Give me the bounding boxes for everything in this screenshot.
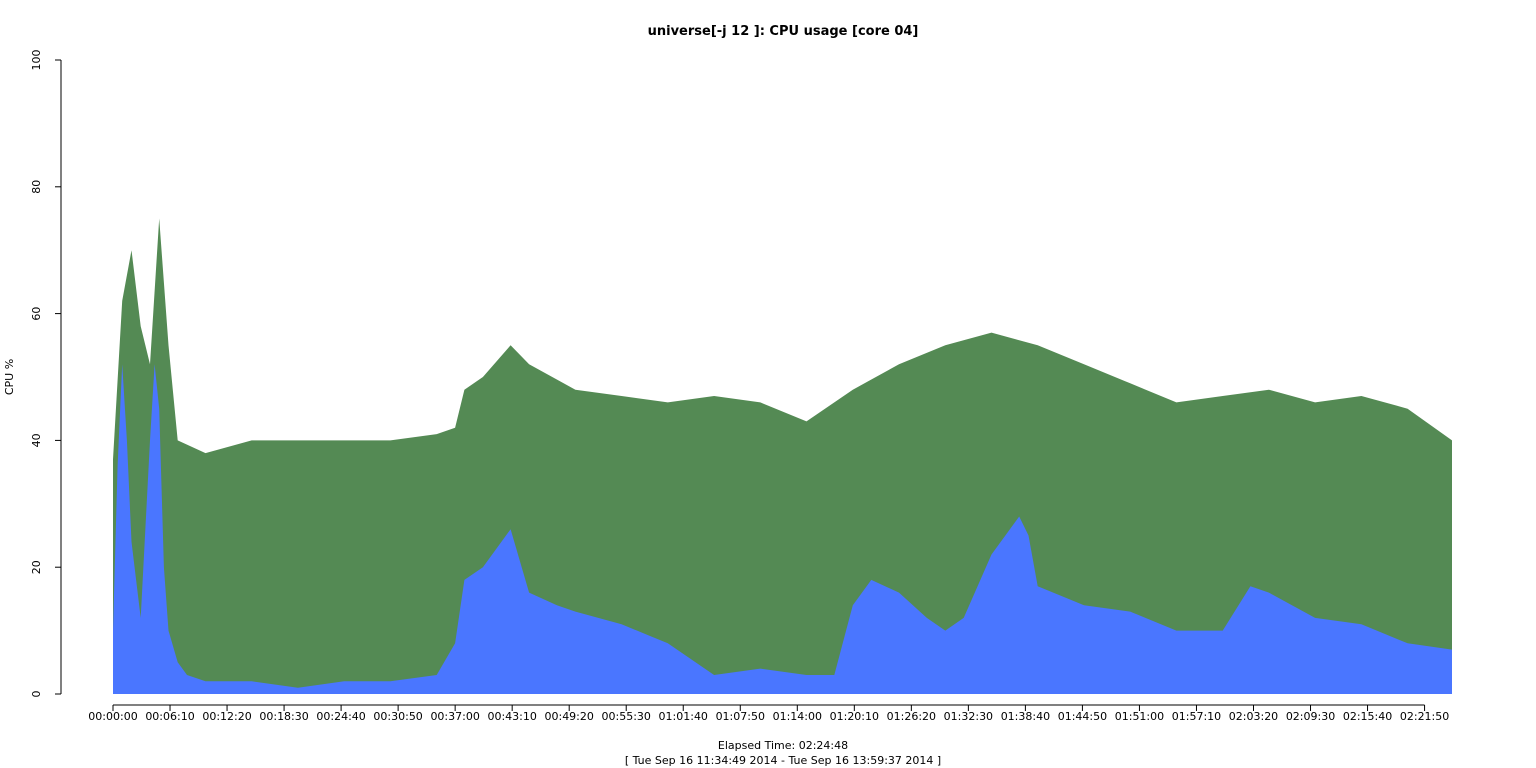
- x-tick-label: 00:55:30: [602, 710, 651, 723]
- chart-subtitle: [ Tue Sep 16 11:34:49 2014 - Tue Sep 16 …: [625, 754, 941, 767]
- series-area-base: [113, 364, 1452, 694]
- x-tick-label: 01:14:00: [773, 710, 822, 723]
- x-tick-label: 01:32:30: [944, 710, 993, 723]
- x-tick-label: 00:24:40: [316, 710, 365, 723]
- x-tick-label: 02:03:20: [1229, 710, 1278, 723]
- series-area-total: [113, 218, 1452, 694]
- x-tick-label: 00:12:20: [202, 710, 251, 723]
- x-axis-label: Elapsed Time: 02:24:48: [718, 739, 848, 752]
- x-tick-label: 02:09:30: [1286, 710, 1335, 723]
- x-tick-label: 00:18:30: [259, 710, 308, 723]
- y-tick-label: 0: [30, 691, 43, 698]
- x-tick-label: 02:15:40: [1343, 710, 1392, 723]
- x-tick-label: 00:49:20: [544, 710, 593, 723]
- x-tick-label: 00:37:00: [430, 710, 479, 723]
- x-tick-label: 01:07:50: [716, 710, 765, 723]
- x-tick-label: 01:38:40: [1001, 710, 1050, 723]
- x-tick-label: 00:06:10: [145, 710, 194, 723]
- x-tick-label: 00:30:50: [373, 710, 422, 723]
- y-tick-label: 40: [30, 433, 43, 447]
- x-tick-label: 01:57:10: [1172, 710, 1221, 723]
- x-tick-label: 00:43:10: [487, 710, 536, 723]
- x-tick-label: 01:51:00: [1115, 710, 1164, 723]
- y-axis-label: CPU %: [3, 359, 16, 395]
- x-tick-label: 00:00:00: [88, 710, 137, 723]
- y-tick-label: 20: [30, 560, 43, 574]
- x-tick-label: 01:20:10: [830, 710, 879, 723]
- y-tick-label: 60: [30, 307, 43, 321]
- y-tick-label: 100: [30, 50, 43, 71]
- y-axis: 0 20 40 60 80 100: [30, 50, 62, 698]
- chart-title: universe[-j 12 ]: CPU usage [core 04]: [648, 24, 919, 39]
- x-tick-label: 01:01:40: [659, 710, 708, 723]
- x-tick-label: 02:21:50: [1400, 710, 1449, 723]
- y-tick-label: 80: [30, 180, 43, 194]
- x-tick-label: 01:44:50: [1058, 710, 1107, 723]
- plot-area: [113, 218, 1452, 694]
- x-tick-label: 01:26:20: [887, 710, 936, 723]
- x-axis: 00:00:00 00:06:10 00:12:20 00:18:30 00:24:40…: [88, 704, 1449, 723]
